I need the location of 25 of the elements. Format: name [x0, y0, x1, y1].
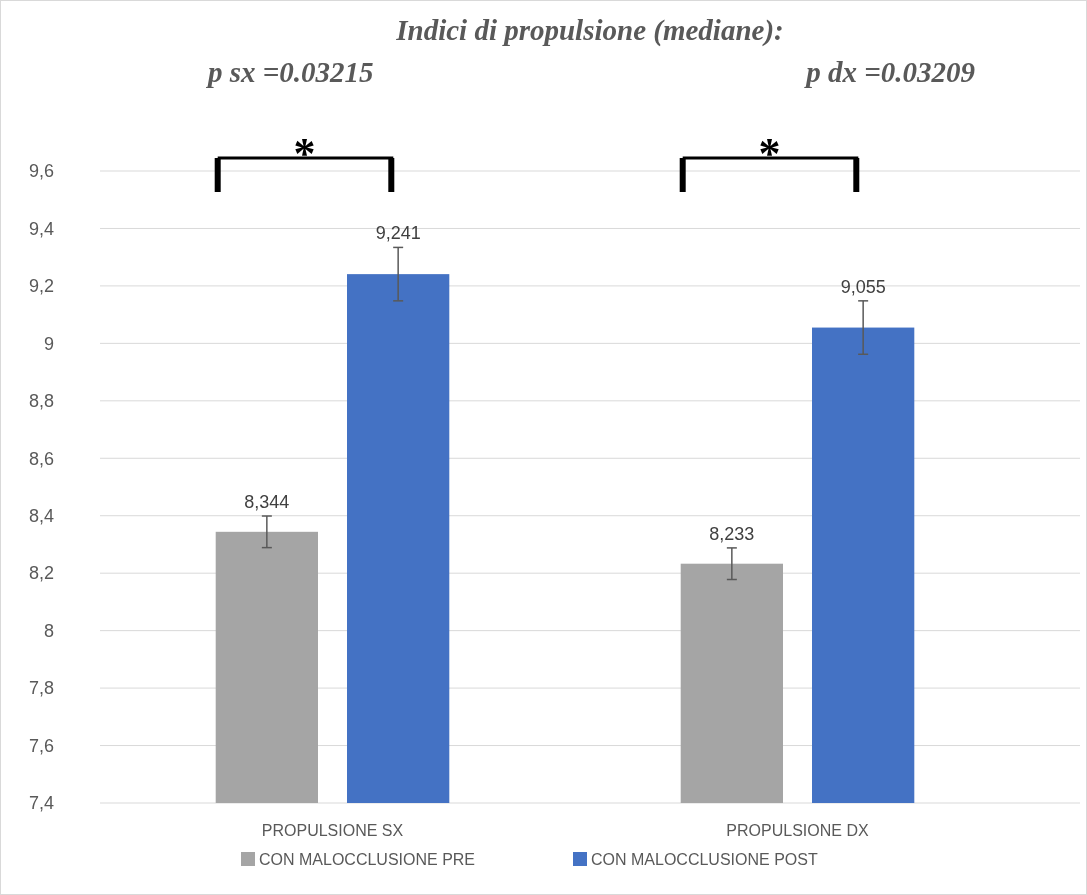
text: p sx =0.03215	[205, 56, 374, 88]
legend-label: CON MALOCCLUSIONE POST	[591, 850, 818, 868]
annotation: *	[758, 129, 781, 178]
y-tick-label: 9	[43, 333, 54, 354]
annotation: *	[293, 129, 316, 178]
y-tick-label: 7,8	[28, 678, 54, 699]
y-tick-label: 9,6	[28, 161, 54, 182]
x-tick-label: PROPULSIONE SX	[261, 822, 404, 839]
chart-title: Indici di propulsione (mediane):	[395, 14, 784, 47]
text: 8,233	[709, 523, 755, 544]
text: 8,344	[244, 492, 290, 513]
y-tick-label: 8,8	[28, 391, 54, 412]
y-tick-label: 7,4	[28, 793, 54, 814]
y-tick-label: 8,6	[28, 448, 54, 469]
y-tick-label: 8	[43, 620, 54, 641]
y-tick-label: 9,4	[28, 218, 54, 239]
x-tick-label: PROPULSIONE DX	[726, 822, 869, 839]
text: 9,055	[840, 276, 886, 297]
y-tick-label: 9,2	[28, 276, 54, 297]
legend-label: CON MALOCCLUSIONE PRE	[259, 850, 476, 868]
y-tick-label: 8,2	[28, 563, 54, 584]
y-tick-label: 7,6	[28, 735, 54, 756]
text: 9,241	[375, 223, 421, 244]
text: p dx =0.03209	[803, 56, 975, 88]
y-tick-label: 8,4	[28, 506, 54, 527]
